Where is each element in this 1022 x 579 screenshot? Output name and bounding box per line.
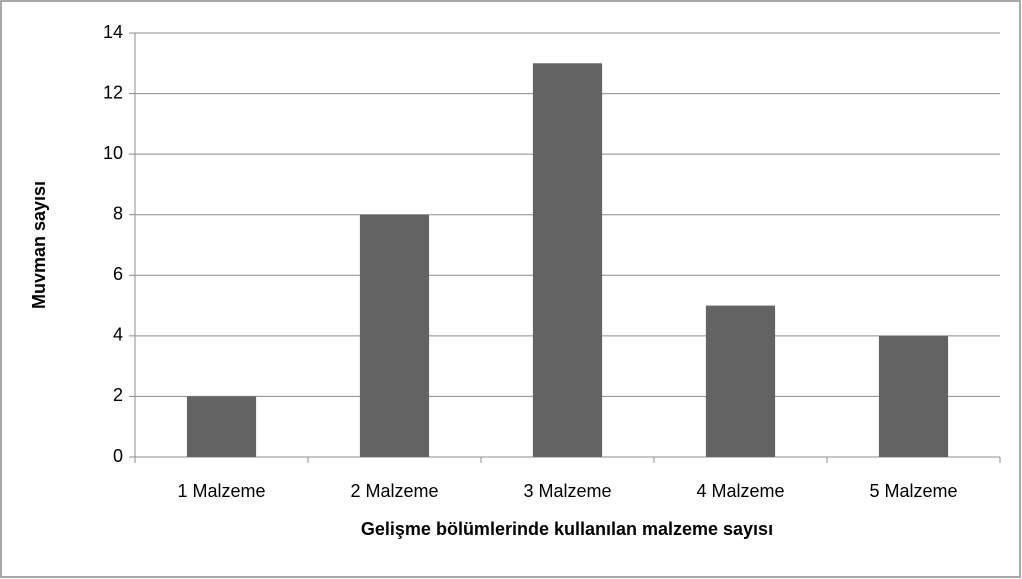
x-axis-title: Gelişme bölümlerinde kullanılan malzeme … <box>361 519 773 539</box>
y-tick-label: 2 <box>113 385 123 405</box>
bar <box>878 335 949 457</box>
x-tick-label: 1 Malzeme <box>177 481 265 501</box>
bar <box>705 305 776 457</box>
x-tick-label: 2 Malzeme <box>350 481 438 501</box>
x-tick-label: 4 Malzeme <box>696 481 784 501</box>
y-tick-label: 14 <box>103 22 123 42</box>
x-tick-label: 5 Malzeme <box>869 481 957 501</box>
y-tick-label: 10 <box>103 143 123 163</box>
bar <box>532 63 603 458</box>
y-tick-label: 4 <box>113 325 123 345</box>
y-tick-label: 6 <box>113 264 123 284</box>
y-axis-title: Muvman sayısı <box>29 181 49 309</box>
y-tick-label: 0 <box>113 446 123 466</box>
y-tick-label: 12 <box>103 82 123 102</box>
bar <box>186 396 257 457</box>
bar <box>359 214 430 457</box>
y-tick-label: 8 <box>113 203 123 223</box>
x-tick-label: 3 Malzeme <box>523 481 611 501</box>
